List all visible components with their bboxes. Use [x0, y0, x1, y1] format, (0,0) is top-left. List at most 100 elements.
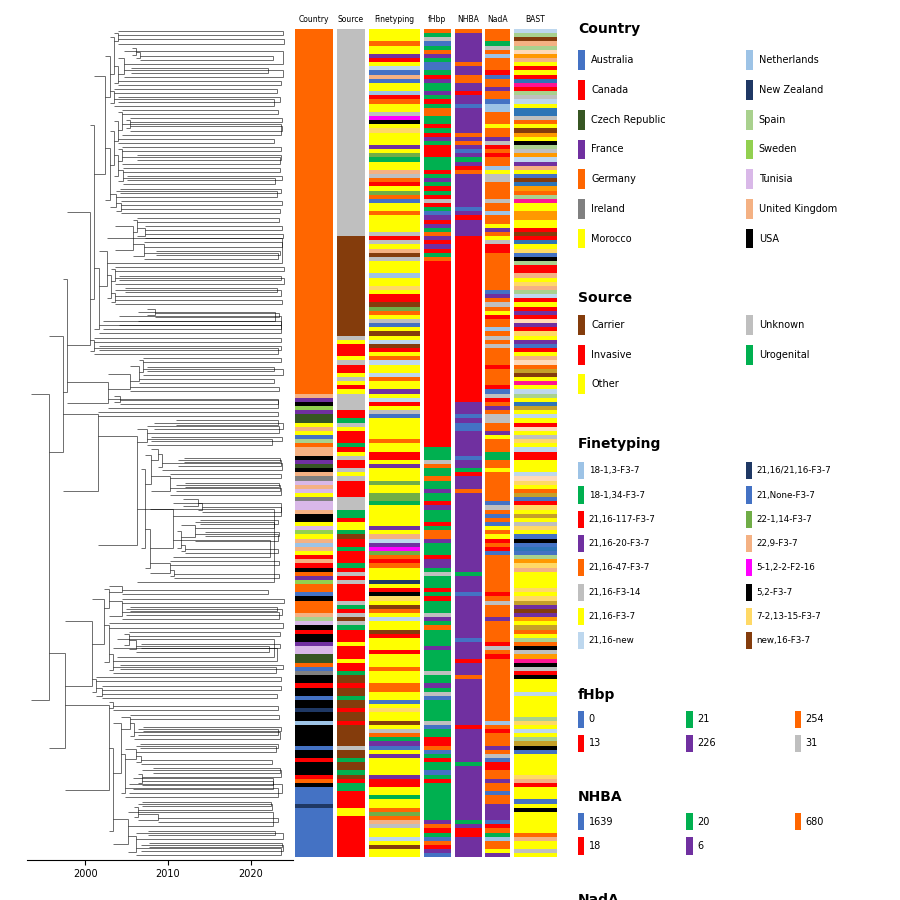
- Bar: [485, 493, 510, 497]
- Bar: [295, 87, 333, 91]
- Text: Source: Source: [338, 14, 364, 23]
- Bar: [337, 708, 365, 713]
- Bar: [337, 447, 365, 452]
- FancyBboxPatch shape: [578, 140, 585, 159]
- Bar: [485, 832, 510, 837]
- Bar: [454, 46, 482, 50]
- Text: Netherlands: Netherlands: [759, 55, 818, 66]
- Bar: [295, 344, 333, 348]
- Bar: [295, 46, 333, 50]
- Bar: [337, 248, 365, 253]
- Bar: [295, 302, 333, 307]
- Bar: [424, 485, 451, 489]
- Bar: [424, 592, 451, 597]
- Bar: [295, 418, 333, 422]
- Bar: [514, 630, 557, 634]
- Bar: [337, 721, 365, 725]
- Bar: [295, 526, 333, 530]
- Bar: [337, 232, 365, 236]
- Bar: [514, 75, 557, 79]
- Bar: [337, 352, 365, 356]
- Bar: [454, 414, 482, 418]
- Bar: [369, 145, 420, 149]
- Bar: [369, 401, 420, 406]
- Bar: [337, 183, 365, 186]
- Bar: [514, 331, 557, 336]
- Bar: [295, 592, 333, 597]
- Bar: [454, 704, 482, 708]
- Bar: [295, 737, 333, 742]
- Text: NHBA: NHBA: [578, 790, 623, 805]
- Bar: [424, 605, 451, 609]
- FancyBboxPatch shape: [578, 838, 584, 855]
- Bar: [295, 79, 333, 83]
- Bar: [454, 493, 482, 497]
- Bar: [369, 563, 420, 568]
- Bar: [295, 269, 333, 274]
- Bar: [369, 716, 420, 721]
- Bar: [485, 369, 510, 373]
- FancyBboxPatch shape: [745, 633, 751, 650]
- Bar: [369, 824, 420, 828]
- Bar: [514, 215, 557, 220]
- Bar: [485, 742, 510, 745]
- Bar: [337, 356, 365, 360]
- FancyBboxPatch shape: [578, 814, 584, 831]
- Bar: [369, 38, 420, 41]
- Bar: [424, 41, 451, 46]
- Bar: [514, 282, 557, 286]
- Bar: [424, 762, 451, 766]
- Bar: [514, 518, 557, 522]
- Bar: [337, 589, 365, 592]
- Bar: [424, 166, 451, 170]
- Bar: [337, 543, 365, 547]
- Bar: [295, 215, 333, 220]
- Bar: [295, 662, 333, 667]
- Bar: [369, 33, 420, 38]
- Bar: [454, 339, 482, 344]
- Bar: [369, 713, 420, 716]
- Bar: [514, 667, 557, 671]
- Bar: [454, 153, 482, 157]
- Bar: [295, 742, 333, 745]
- Bar: [295, 642, 333, 646]
- Bar: [424, 754, 451, 758]
- Bar: [337, 294, 365, 298]
- Bar: [369, 796, 420, 799]
- Bar: [369, 845, 420, 849]
- Bar: [295, 530, 333, 535]
- Bar: [337, 236, 365, 240]
- Text: BAST: BAST: [526, 14, 545, 23]
- Bar: [295, 509, 333, 514]
- Bar: [424, 651, 451, 654]
- FancyBboxPatch shape: [687, 838, 693, 855]
- Bar: [454, 501, 482, 506]
- Bar: [369, 356, 420, 360]
- Bar: [369, 667, 420, 671]
- Bar: [485, 191, 510, 194]
- FancyBboxPatch shape: [578, 487, 584, 504]
- Bar: [454, 518, 482, 522]
- Bar: [514, 576, 557, 580]
- Bar: [514, 100, 557, 104]
- Bar: [295, 348, 333, 352]
- Bar: [424, 832, 451, 837]
- Bar: [514, 298, 557, 302]
- Bar: [295, 166, 333, 170]
- Bar: [337, 199, 365, 203]
- Bar: [424, 79, 451, 83]
- Bar: [514, 70, 557, 75]
- Bar: [454, 203, 482, 207]
- Bar: [424, 29, 451, 33]
- Bar: [295, 580, 333, 584]
- Bar: [514, 336, 557, 339]
- Bar: [454, 563, 482, 568]
- Bar: [454, 551, 482, 555]
- Bar: [514, 853, 557, 858]
- Bar: [295, 522, 333, 526]
- Bar: [424, 286, 451, 290]
- Bar: [424, 422, 451, 427]
- Bar: [369, 737, 420, 742]
- Bar: [514, 410, 557, 414]
- FancyBboxPatch shape: [745, 199, 752, 219]
